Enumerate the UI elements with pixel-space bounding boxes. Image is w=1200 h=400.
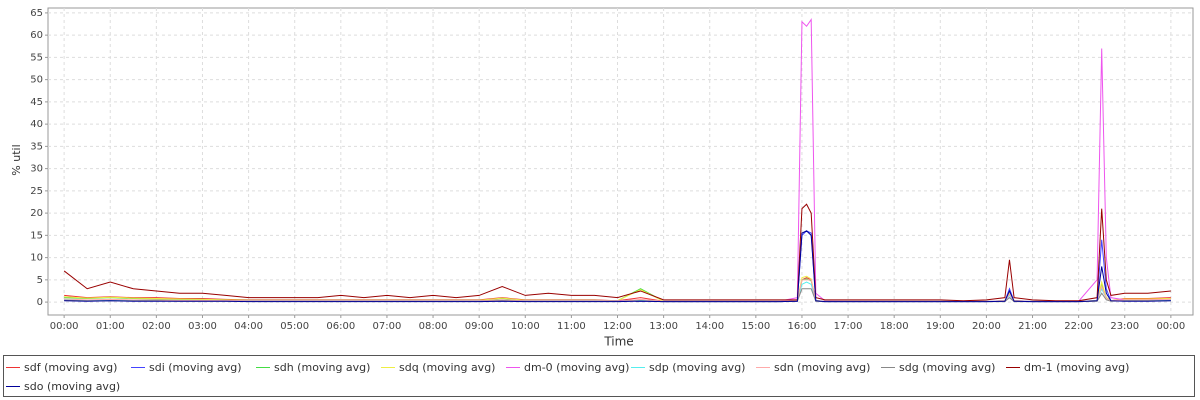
x-tick-label: 14:00: [695, 321, 724, 332]
legend-swatch: [6, 386, 20, 387]
legend-item: sdq (moving avg): [381, 358, 506, 377]
legend-swatch: [1006, 367, 1020, 368]
x-axis-label: Time: [603, 335, 633, 349]
legend-label: sdh (moving avg): [274, 361, 371, 374]
legend-label: sdq (moving avg): [399, 361, 496, 374]
y-tick-label: 10: [30, 253, 43, 264]
y-tick-label: 15: [30, 230, 43, 241]
y-tick-label: 20: [30, 208, 43, 219]
y-tick-label: 60: [30, 30, 43, 41]
legend-swatch: [6, 367, 20, 368]
x-tick-label: 17:00: [834, 321, 863, 332]
legend-item: sdg (moving avg): [881, 358, 1006, 377]
legend-item: sdf (moving avg): [6, 358, 131, 377]
legend-label: dm-0 (moving avg): [524, 361, 630, 374]
x-tick-label: 18:00: [880, 321, 909, 332]
x-tick-label: 08:00: [419, 321, 448, 332]
y-tick-label: 55: [30, 52, 43, 63]
plot-area: [47, 7, 1194, 316]
legend-item: sdo (moving avg): [6, 377, 131, 396]
x-tick-label: 16:00: [788, 321, 817, 332]
x-tick-label: 00:00: [1156, 321, 1185, 332]
x-tick-label: 21:00: [1018, 321, 1047, 332]
x-tick-label: 20:00: [972, 321, 1001, 332]
x-tick-label: 03:00: [188, 321, 217, 332]
legend-swatch: [881, 367, 895, 368]
x-tick-label: 13:00: [649, 321, 678, 332]
y-tick-label: 35: [30, 141, 43, 152]
series-line: [64, 230, 1171, 303]
legend-label: sdg (moving avg): [899, 361, 996, 374]
legend-item: dm-0 (moving avg): [506, 358, 631, 377]
legend-label: sdp (moving avg): [649, 361, 746, 374]
series-line: [63, 203, 1171, 302]
y-tick-label: 30: [30, 164, 43, 175]
x-tick-label: 12:00: [603, 321, 632, 332]
x-tick-label: 11:00: [557, 321, 586, 332]
legend-swatch: [131, 367, 145, 368]
legend-swatch: [631, 367, 645, 368]
x-tick-label: 05:00: [280, 321, 309, 332]
y-axis-label: % util: [10, 144, 23, 175]
legend-item: sdi (moving avg): [131, 358, 256, 377]
chart: Time % util 0 5 10 15 20 25 30 35 40 45 50 55 60 65 00…: [10, 7, 1194, 349]
y-tick-label: 5: [37, 275, 43, 286]
legend-swatch: [506, 367, 520, 368]
x-tick-label: 09:00: [465, 321, 494, 332]
legend-swatch: [256, 367, 270, 368]
legend-label: dm-1 (moving avg): [1024, 361, 1130, 374]
legend-label: sdf (moving avg): [24, 361, 118, 374]
y-tick-label: 25: [30, 186, 43, 197]
x-tick-label: 06:00: [326, 321, 355, 332]
x-tick-label: 19:00: [926, 321, 955, 332]
y-tick-label: 40: [30, 119, 43, 130]
y-tick-label: 45: [30, 97, 43, 108]
y-tick-label: 0: [37, 297, 43, 308]
x-tick-label: 02:00: [142, 321, 171, 332]
legend-item: sdp (moving avg): [631, 358, 756, 377]
x-tick-label: 23:00: [1110, 321, 1139, 332]
y-tick-label: 50: [30, 75, 43, 86]
x-tick-label: 15:00: [741, 321, 770, 332]
legend-label: sdi (moving avg): [149, 361, 242, 374]
legend: sdf (moving avg) sdi (moving avg) sdh (mov…: [3, 355, 1195, 397]
x-tick-label: 00:00: [50, 321, 79, 332]
x-tick-label: 07:00: [373, 321, 402, 332]
legend-item: sdh (moving avg): [256, 358, 381, 377]
x-tick-label: 01:00: [96, 321, 125, 332]
legend-item: dm-1 (moving avg): [1006, 358, 1131, 377]
x-tick-label: 10:00: [511, 321, 540, 332]
x-tick-label: 22:00: [1064, 321, 1093, 332]
x-tick-label: 04:00: [234, 321, 263, 332]
legend-swatch: [756, 367, 770, 368]
y-tick-label: 65: [30, 8, 43, 19]
legend-label: sdn (moving avg): [774, 361, 871, 374]
legend-item: sdn (moving avg): [756, 358, 881, 377]
legend-swatch: [381, 367, 395, 368]
legend-label: sdo (moving avg): [24, 380, 121, 393]
